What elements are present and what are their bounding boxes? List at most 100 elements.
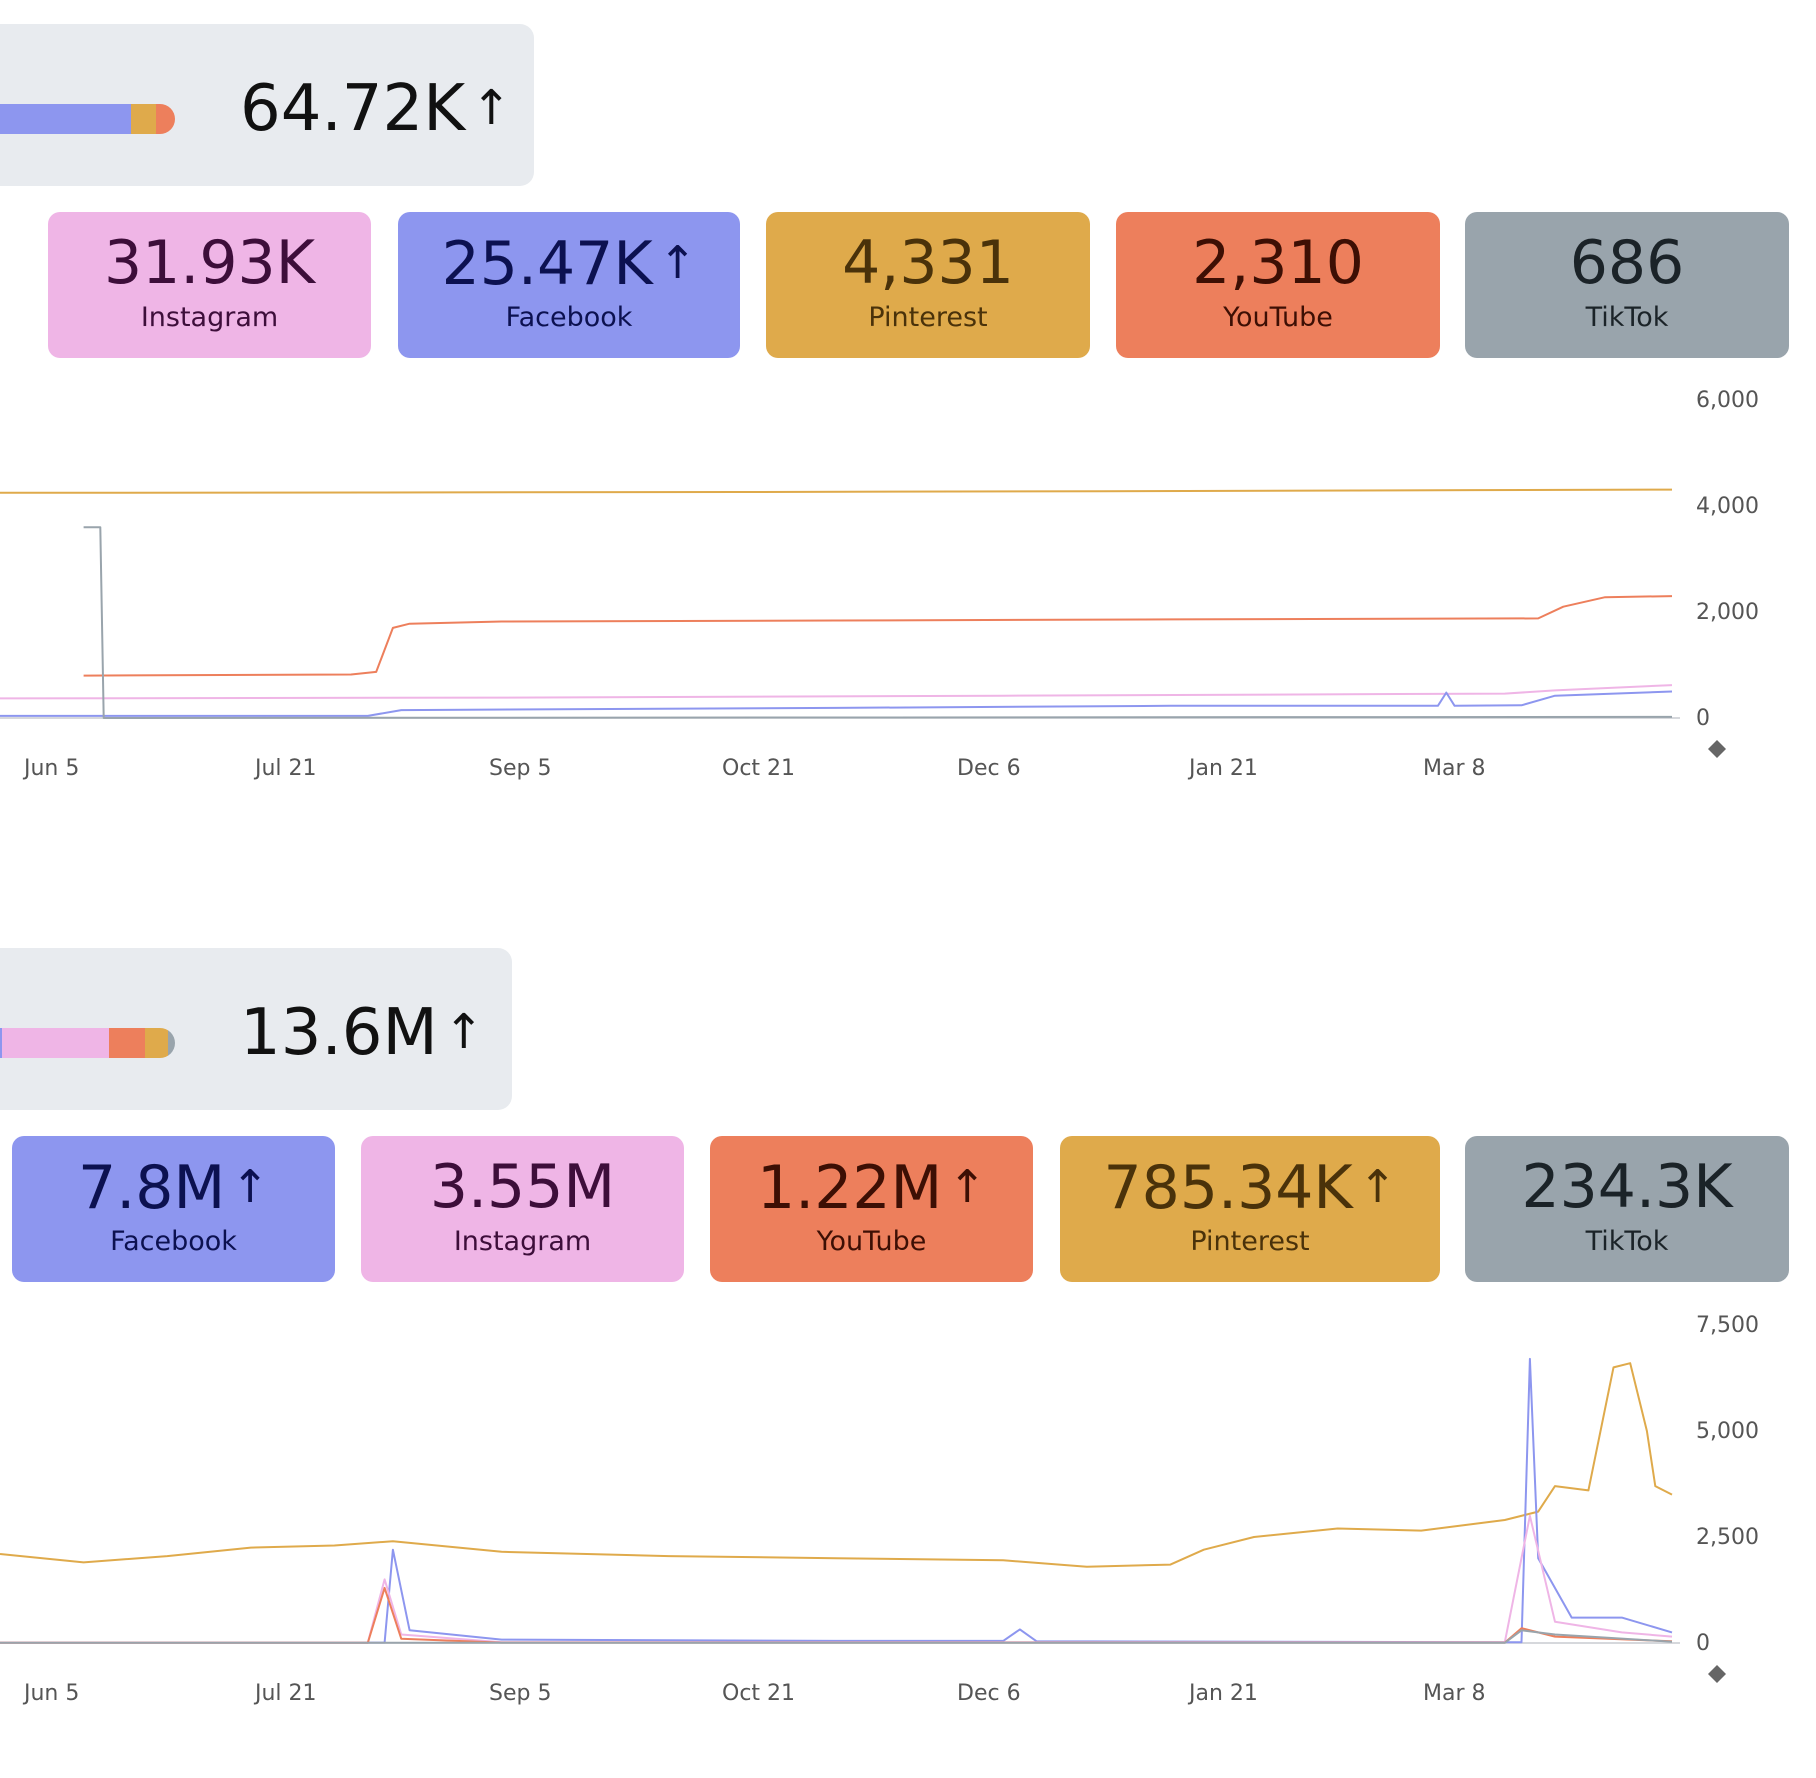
total-number: 13.6M — [240, 996, 438, 1070]
platform-card-youtube[interactable]: 2,310 YouTube — [1116, 212, 1440, 358]
platform-label: Facebook — [505, 302, 633, 333]
platform-label: Pinterest — [868, 302, 988, 333]
platform-label: TikTok — [1585, 302, 1669, 333]
followers-line-chart: 6,000 4,000 2,000 0 Jun 5 Jul 21 Sep 5 Oct 21 De… — [0, 388, 1759, 780]
platform-value-number: 2,310 — [1192, 228, 1364, 298]
y-tick-label: 6,000 — [1696, 388, 1759, 413]
platform-value: 25.47K ↑ — [398, 228, 740, 299]
axis-diamond-icon[interactable] — [1708, 740, 1726, 758]
share-segment-youtube — [155, 104, 175, 134]
trend-up-icon: ↑ — [658, 236, 697, 289]
total-card: 13.6M ↑ — [0, 948, 512, 1110]
x-tick-label: Jan 21 — [1187, 1681, 1258, 1705]
platform-card-tiktok[interactable]: 234.3K TikTok — [1465, 1136, 1789, 1282]
trend-up-icon: ↑ — [443, 1004, 484, 1060]
x-tick-label: Dec 6 — [957, 1681, 1021, 1705]
series-line-pinterest — [0, 488, 1673, 494]
share-segment-tiktok — [168, 1028, 175, 1058]
y-tick-label: 2,000 — [1696, 600, 1759, 625]
x-tick-label: Jun 5 — [22, 756, 79, 780]
platform-value: 234.3K — [1465, 1152, 1789, 1222]
share-segment-pinterest — [131, 104, 156, 134]
series-line-youtube — [0, 1586, 1673, 1644]
platform-value-number: 7.8M — [78, 1153, 226, 1223]
platform-value-number: 785.34K — [1103, 1153, 1353, 1223]
total-value: 13.6M ↑ — [240, 996, 484, 1070]
platform-card-instagram[interactable]: 3.55M Instagram — [361, 1136, 684, 1282]
share-segment-facebook — [0, 104, 132, 134]
series-line-instagram — [0, 684, 1673, 700]
platform-value: 2,310 — [1116, 228, 1440, 298]
trend-up-icon: ↑ — [231, 1160, 269, 1213]
series-line-facebook — [0, 1357, 1673, 1644]
platform-cards: 7.8M ↑ Facebook 3.55M Instagram 1.22M ↑ YouTube… — [0, 1136, 1816, 1282]
axis-diamond-icon[interactable] — [1708, 1665, 1726, 1683]
platform-card-tiktok[interactable]: 686 TikTok — [1465, 212, 1789, 358]
series-line-pinterest — [0, 1362, 1673, 1568]
total-number: 64.72K — [240, 72, 466, 146]
platform-card-youtube[interactable]: 1.22M ↑ YouTube — [710, 1136, 1033, 1282]
y-tick-label: 7,500 — [1696, 1313, 1759, 1338]
platform-label: Facebook — [110, 1226, 237, 1257]
platform-value-number: 25.47K — [441, 229, 653, 299]
platform-label: YouTube — [1223, 302, 1333, 333]
platform-share-bar — [0, 1028, 175, 1058]
platform-value-number: 1.22M — [756, 1153, 943, 1223]
x-tick-label: Mar 8 — [1423, 756, 1486, 780]
platform-card-facebook[interactable]: 25.47K ↑ Facebook — [398, 212, 740, 358]
platform-cards: 31.93K Instagram 25.47K ↑ Facebook 4,331 Pinte… — [0, 212, 1816, 358]
platform-value: 31.93K — [48, 228, 371, 298]
platform-value-number: 686 — [1569, 228, 1685, 298]
x-tick-label: Jan 21 — [1187, 756, 1258, 780]
y-tick-label: 5,000 — [1696, 1419, 1759, 1444]
platform-label: YouTube — [816, 1226, 927, 1257]
share-segment-instagram — [1, 1028, 109, 1058]
x-tick-label: Jun 5 — [22, 1681, 79, 1705]
trend-up-icon: ↑ — [948, 1160, 987, 1213]
platform-card-facebook[interactable]: 7.8M ↑ Facebook — [12, 1136, 335, 1282]
platform-value: 7.8M ↑ — [12, 1152, 335, 1223]
total-card: 64.72K ↑ — [0, 24, 534, 186]
platform-share-bar — [0, 104, 175, 134]
series-line-instagram — [0, 1514, 1673, 1644]
platform-value: 4,331 — [766, 228, 1090, 298]
platform-value: 3.55M — [361, 1152, 684, 1222]
series-line-facebook — [0, 690, 1673, 717]
y-tick-label: 0 — [1696, 706, 1710, 731]
platform-card-instagram[interactable]: 31.93K Instagram — [48, 212, 371, 358]
x-tick-label: Mar 8 — [1423, 1681, 1486, 1705]
series-line-tiktok — [0, 1629, 1673, 1644]
trend-up-icon: ↑ — [471, 80, 512, 136]
x-tick-label: Dec 6 — [957, 756, 1021, 780]
x-tick-label: Sep 5 — [489, 756, 551, 780]
platform-card-pinterest[interactable]: 4,331 Pinterest — [766, 212, 1090, 358]
x-tick-label: Sep 5 — [489, 1681, 551, 1705]
share-segment-facebook — [0, 1028, 2, 1058]
share-segment-pinterest — [145, 1028, 168, 1058]
platform-card-pinterest[interactable]: 785.34K ↑ Pinterest — [1060, 1136, 1440, 1282]
trend-up-icon: ↑ — [1358, 1160, 1397, 1213]
platform-value: 1.22M ↑ — [710, 1152, 1033, 1223]
platform-label: Instagram — [453, 1226, 592, 1257]
total-value: 64.72K ↑ — [240, 72, 511, 146]
x-tick-label: Jul 21 — [253, 1681, 317, 1705]
engagement-line-chart: 7,500 5,000 2,500 0 Jun 5 Jul 21 Sep 5 Oct 21 De… — [0, 1313, 1759, 1705]
platform-label: TikTok — [1585, 1226, 1669, 1257]
share-segment-youtube — [108, 1028, 146, 1058]
platform-label: Pinterest — [1190, 1226, 1310, 1257]
y-tick-label: 2,500 — [1696, 1525, 1759, 1550]
x-tick-label: Oct 21 — [722, 756, 795, 780]
platform-value-number: 31.93K — [103, 228, 316, 298]
platform-label: Instagram — [140, 302, 279, 333]
y-tick-label: 0 — [1696, 1631, 1710, 1656]
series-line-youtube — [83, 595, 1673, 677]
y-tick-label: 4,000 — [1696, 494, 1759, 519]
platform-value-number: 4,331 — [842, 228, 1014, 298]
series-line-tiktok — [83, 526, 1673, 719]
platform-value-number: 3.55M — [429, 1152, 616, 1222]
x-tick-label: Jul 21 — [253, 756, 317, 780]
platform-value: 686 — [1465, 228, 1789, 298]
platform-value: 785.34K ↑ — [1060, 1152, 1440, 1223]
x-tick-label: Oct 21 — [722, 1681, 795, 1705]
platform-value-number: 234.3K — [1521, 1152, 1733, 1222]
